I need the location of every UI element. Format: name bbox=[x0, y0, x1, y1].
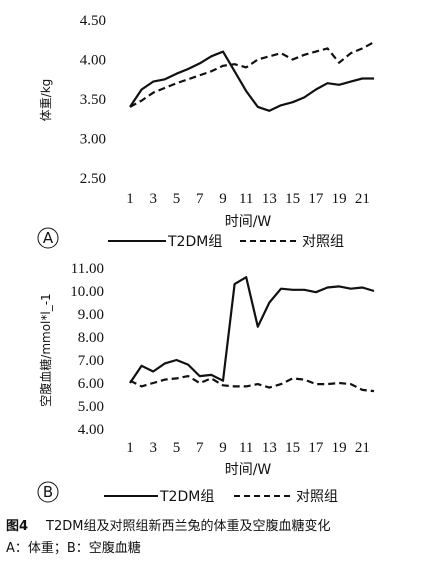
chart-b-xtick-label: 11 bbox=[239, 440, 253, 456]
chart-b-xtick-label: 21 bbox=[355, 440, 370, 456]
chart-b-ytick-label: 5.00 bbox=[78, 399, 104, 415]
chart-a-series-t2dm-line bbox=[129, 50, 374, 112]
chart-b-xtick-label: 13 bbox=[262, 440, 277, 456]
chart-a-legend-t2dm: T2DM组 bbox=[167, 234, 222, 250]
chart-b-xtick-label: 3 bbox=[149, 440, 157, 456]
chart-b-series-control-line bbox=[129, 375, 375, 393]
chart-a-ytick-label: 2.50 bbox=[80, 171, 106, 187]
chart-a-panel-label: A bbox=[43, 229, 54, 247]
chart-b-ytick-label: 10.00 bbox=[70, 284, 104, 300]
chart-a-xtick-label: 9 bbox=[219, 191, 227, 207]
chart-b-panel-circle bbox=[37, 481, 59, 503]
chart-a-ytick-label: 3.00 bbox=[80, 132, 106, 148]
chart-b-xtick-label: 15 bbox=[285, 440, 300, 456]
chart-b-ytick-label: 7.00 bbox=[78, 353, 104, 369]
caption-label: 图4 bbox=[6, 519, 28, 534]
caption-line2: A：体重；B：空腹血糖 bbox=[6, 540, 141, 556]
chart-b-legend-control: 对照组 bbox=[296, 489, 338, 505]
chart-b-ytick-label: 11.00 bbox=[71, 261, 104, 277]
chart-a-xtick-label: 19 bbox=[332, 191, 347, 207]
chart-b-xtick-label: 1 bbox=[126, 440, 134, 456]
chart-a-xtick-label: 7 bbox=[196, 191, 204, 207]
chart-b-xtick-label: 17 bbox=[308, 440, 324, 456]
chart-b: 空腹血糖/mmol*l_-1 时间/W B T2DM组 对照组 11.00 10.… bbox=[37, 261, 375, 505]
chart-b-xtick-label: 9 bbox=[219, 440, 227, 456]
chart-a-xtick-label: 13 bbox=[262, 191, 277, 207]
chart-b-legend-t2dm: T2DM组 bbox=[159, 489, 214, 505]
chart-a-ytick-label: 3.50 bbox=[80, 92, 106, 108]
chart-a-panel-circle bbox=[37, 227, 59, 249]
chart-a: 体重/kg 时间/W A T2DM组 对照组 4.50 4.00 3.50 3.00 2… bbox=[37, 13, 375, 250]
chart-a-xtick-label: 1 bbox=[126, 191, 134, 207]
chart-b-xtick-label: 7 bbox=[196, 440, 204, 456]
chart-a-ylabel: 体重/kg bbox=[39, 79, 53, 122]
chart-a-legend-control: 对照组 bbox=[302, 234, 344, 250]
chart-a-xlabel: 时间/W bbox=[225, 214, 272, 230]
chart-a-xtick-label: 5 bbox=[173, 191, 181, 207]
caption-title: T2DM组及对照组新西兰兔的体重及空腹血糖变化 bbox=[45, 518, 330, 534]
chart-b-ytick-label: 4.00 bbox=[78, 422, 104, 438]
chart-b-series-t2dm-line bbox=[129, 276, 375, 384]
chart-b-xtick-label: 19 bbox=[332, 440, 347, 456]
chart-a-xtick-label: 15 bbox=[285, 191, 300, 207]
chart-b-ytick-label: 9.00 bbox=[78, 307, 104, 323]
chart-a-xtick-label: 11 bbox=[239, 191, 253, 207]
chart-a-ytick-label: 4.00 bbox=[80, 53, 106, 69]
chart-b-panel-label: B bbox=[43, 483, 53, 501]
chart-b-xlabel: 时间/W bbox=[225, 462, 272, 478]
chart-b-ytick-label: 6.00 bbox=[78, 376, 104, 392]
chart-b-xtick-label: 5 bbox=[173, 440, 181, 456]
chart-a-ytick-label: 4.50 bbox=[80, 13, 106, 29]
chart-b-ylabel: 空腹血糖/mmol*l_-1 bbox=[38, 293, 53, 406]
chart-a-xtick-label: 21 bbox=[355, 191, 370, 207]
chart-a-series-control-line bbox=[129, 41, 375, 108]
chart-b-ytick-label: 8.00 bbox=[78, 330, 104, 346]
chart-a-xtick-label: 3 bbox=[149, 191, 157, 207]
chart-a-xtick-label: 17 bbox=[308, 191, 324, 207]
